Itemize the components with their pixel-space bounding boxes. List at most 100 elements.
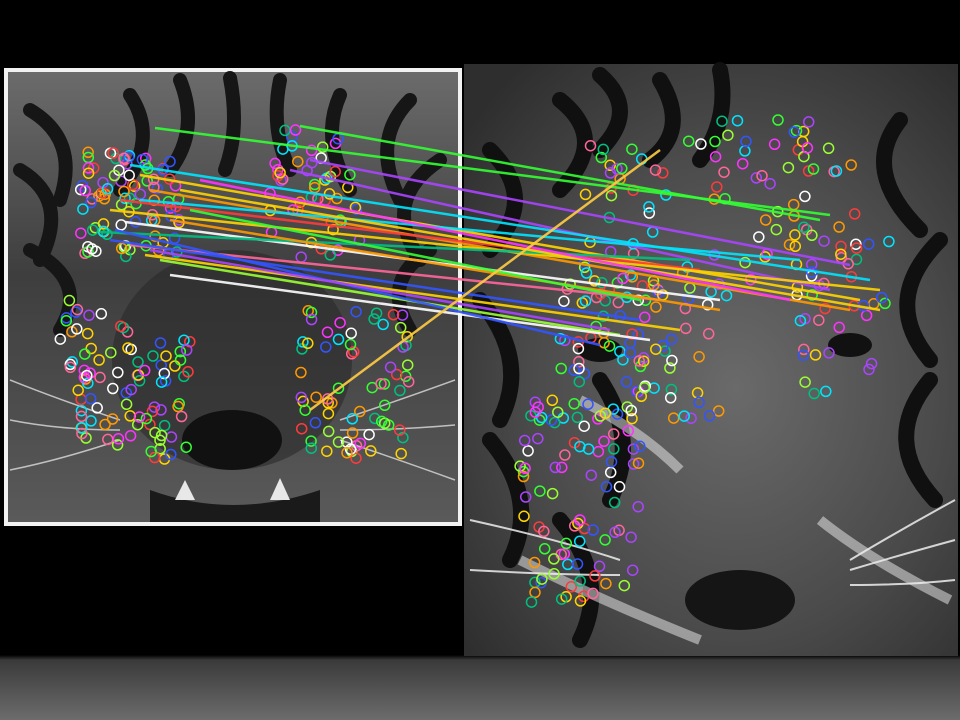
match-line [199,178,791,302]
keypoint-marker [598,435,610,448]
keypoint-marker [783,238,796,251]
keypoint-marker [627,443,640,455]
keypoint-marker [518,510,530,523]
keypoint-marker [133,411,146,423]
keypoint-marker [306,156,318,169]
keypoint-marker [571,558,584,570]
keypoint-marker [131,418,144,431]
keypoint-marker [138,364,151,377]
keypoint-marker [140,412,153,425]
keypoint-marker [180,441,192,453]
keypoint-marker [605,455,618,468]
keypoint-marker [835,240,847,253]
keypoint-marker [128,180,141,193]
keypoint-marker [722,129,734,141]
keypoint-marker [341,447,353,459]
keypoint-marker [525,596,538,608]
keypoint-marker [377,318,389,331]
keypoint-marker [865,357,878,370]
keypoint-marker [806,289,818,301]
keypoint-marker [718,166,730,178]
keypoint-marker [354,437,367,450]
keypoint-marker [144,418,156,431]
keypoint-marker [808,387,820,400]
keypoint-marker [115,242,128,255]
keypoint-marker [633,355,645,367]
keypoint-marker [764,177,776,190]
keypoint-marker [180,344,193,356]
keypoint-marker [82,162,95,174]
keypoint-marker [83,309,95,322]
keypoint-marker [574,595,587,607]
keypoint-marker [657,167,669,179]
keypoint-marker [574,440,586,453]
keypoint-marker [607,428,620,440]
keypoint-marker [78,364,91,377]
keypoint-marker [736,157,749,170]
keypoint-marker [789,240,802,253]
keypoint-marker [82,146,94,159]
right-tiger-left-eye [578,338,622,362]
keypoint-marker [850,242,863,254]
keypoint-marker [79,348,91,360]
keypoint-marker [845,159,857,171]
keypoint-marker [558,295,570,307]
keypoint-marker [546,487,559,500]
keypoint-marker [819,302,831,315]
keypoint-marker [549,461,562,474]
keypoint-marker [879,297,891,310]
match-line [139,173,861,302]
keypoint-marker [632,500,644,513]
keypoint-marker [99,418,111,431]
keypoint-marker [709,150,722,163]
keypoint-marker [346,427,359,439]
keypoint-marker [806,229,818,242]
keypoint-marker [94,371,106,384]
keypoint-marker [305,306,318,319]
keypoint-marker [344,338,357,351]
keypoint-marker [74,183,87,196]
keypoint-marker [363,428,375,441]
keypoint-marker [605,189,618,202]
match-line [149,248,611,332]
keypoint-marker [624,347,637,359]
keypoint-marker [155,429,168,442]
keypoint-marker [600,480,613,493]
keypoint-marker [701,298,714,311]
keypoint-marker [848,208,861,220]
keypoint-marker [595,151,608,164]
keypoint-marker [782,161,795,174]
match-line [159,258,621,337]
keypoint-marker [350,452,362,464]
keypoint-marker [115,320,127,332]
keypoint-marker [329,165,341,178]
keypoint-marker [75,227,87,239]
keypoint-marker [146,405,159,418]
keypoint-marker [63,294,76,307]
keypoint-marker [798,343,810,356]
keypoint-marker [716,115,728,127]
keypoint-marker [538,543,551,555]
keypoint-marker [77,203,89,215]
keypoint-marker [875,291,888,304]
keypoint-marker [830,165,843,177]
keypoint-marker [883,235,895,248]
keypoint-marker [79,184,91,197]
keypoint-marker [118,152,130,165]
keypoint-marker [145,445,157,458]
keypoint-marker [112,433,125,445]
keypoint-marker [54,333,67,345]
keypoint-marker [650,301,662,313]
keypoint-marker [401,330,413,343]
keypoint-marker [394,384,406,397]
keypoint-marker [599,534,611,546]
keypoint-marker [572,342,585,355]
keypoint-marker [807,163,820,175]
keypoint-marker [344,443,357,455]
keypoint-marker [297,336,309,348]
keypoint-marker [384,361,397,374]
match-line [309,158,851,267]
keypoint-marker [555,362,567,375]
keypoint-marker [85,196,97,209]
keypoint-marker [332,333,345,346]
